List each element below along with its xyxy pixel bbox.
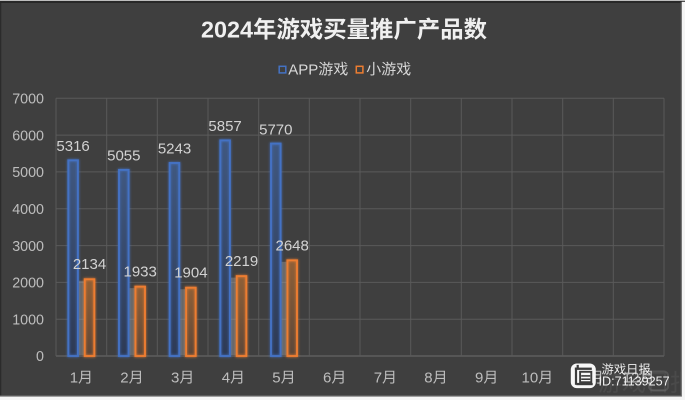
svg-text:4000: 4000 <box>12 202 44 218</box>
svg-text:9: 9 <box>475 370 483 387</box>
svg-text:1: 1 <box>70 370 78 387</box>
svg-text:5243: 5243 <box>158 141 191 158</box>
svg-text:2000: 2000 <box>12 276 44 292</box>
svg-text:2134: 2134 <box>73 256 106 273</box>
svg-text:5857: 5857 <box>208 118 241 135</box>
svg-text:1933: 1933 <box>124 264 157 281</box>
svg-text:3: 3 <box>171 370 179 387</box>
svg-text:6: 6 <box>323 370 331 387</box>
svg-text:1904: 1904 <box>174 265 207 282</box>
svg-text:5055: 5055 <box>107 148 140 165</box>
svg-text:ID:71139257: ID:71139257 <box>599 375 670 389</box>
svg-text:APP: APP <box>288 61 318 78</box>
svg-text:3000: 3000 <box>12 239 44 255</box>
svg-text:5316: 5316 <box>56 138 89 155</box>
svg-text:10: 10 <box>522 370 539 387</box>
svg-text:5000: 5000 <box>12 165 44 181</box>
svg-text:8: 8 <box>424 370 432 387</box>
svg-text:0: 0 <box>36 349 44 365</box>
svg-text:2219: 2219 <box>225 253 258 270</box>
svg-text:2648: 2648 <box>276 237 309 254</box>
svg-text:5770: 5770 <box>259 121 292 138</box>
svg-text:12: 12 <box>623 370 640 387</box>
svg-text:4: 4 <box>222 370 230 387</box>
svg-text:7000: 7000 <box>12 92 44 108</box>
svg-text:5: 5 <box>272 370 280 387</box>
svg-text:7: 7 <box>374 370 382 387</box>
svg-text:1000: 1000 <box>12 312 44 328</box>
svg-text:2: 2 <box>120 370 128 387</box>
svg-text:2024: 2024 <box>201 17 253 43</box>
svg-text:6000: 6000 <box>12 128 44 144</box>
